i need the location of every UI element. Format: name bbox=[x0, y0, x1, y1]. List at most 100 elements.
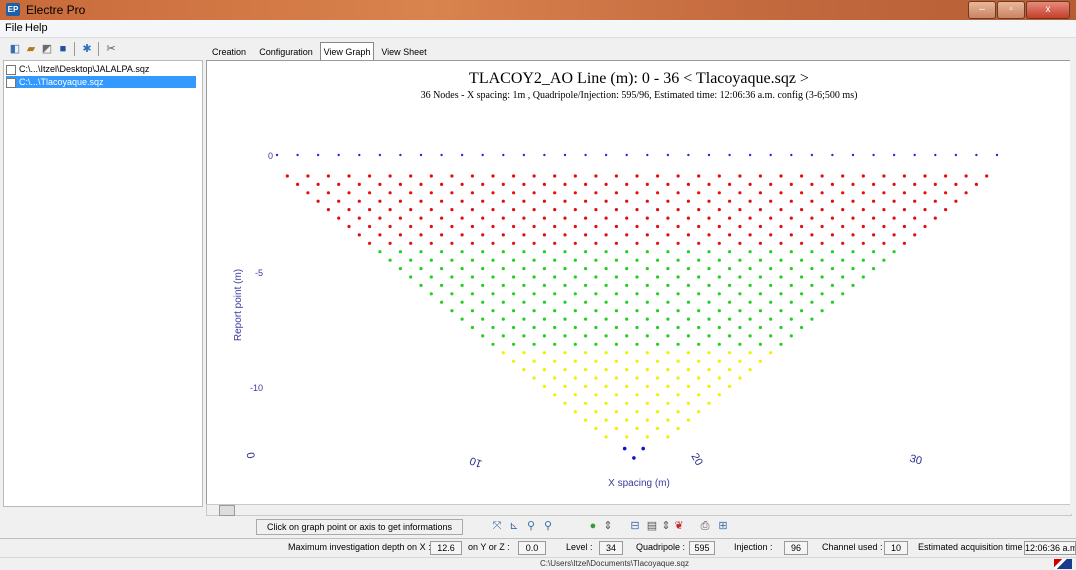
measure-point[interactable] bbox=[481, 300, 485, 304]
measure-point[interactable] bbox=[686, 418, 690, 422]
measure-point[interactable] bbox=[614, 376, 618, 380]
measure-point[interactable] bbox=[460, 317, 464, 321]
measure-point[interactable] bbox=[450, 224, 454, 229]
measure-point[interactable] bbox=[841, 275, 845, 279]
measure-point[interactable] bbox=[419, 199, 423, 203]
measure-point[interactable] bbox=[614, 342, 618, 346]
measure-point[interactable] bbox=[728, 233, 732, 237]
measure-point[interactable] bbox=[820, 191, 824, 195]
measure-point[interactable] bbox=[851, 233, 855, 237]
measure-point[interactable] bbox=[676, 292, 680, 296]
measure-point[interactable] bbox=[841, 241, 845, 245]
measure-point[interactable] bbox=[501, 233, 505, 237]
measure-point[interactable] bbox=[717, 325, 721, 330]
measure-point[interactable] bbox=[769, 283, 773, 287]
measure-point[interactable] bbox=[491, 275, 495, 279]
measure-point[interactable] bbox=[563, 182, 567, 186]
measure-point[interactable] bbox=[398, 233, 402, 237]
measure-point[interactable] bbox=[738, 174, 742, 178]
measure-point[interactable] bbox=[872, 182, 876, 186]
measure-point[interactable] bbox=[872, 199, 876, 203]
electrode-point[interactable] bbox=[790, 153, 793, 157]
measure-point[interactable] bbox=[398, 199, 402, 203]
measure-point[interactable] bbox=[645, 233, 649, 237]
measure-point[interactable] bbox=[717, 174, 721, 178]
electrode-point[interactable] bbox=[728, 153, 731, 157]
measure-point[interactable] bbox=[584, 267, 588, 271]
measure-point[interactable] bbox=[676, 275, 680, 279]
measure-point[interactable] bbox=[635, 325, 639, 330]
measure-point[interactable] bbox=[584, 368, 588, 372]
measure-point[interactable] bbox=[645, 401, 649, 405]
measure-point[interactable] bbox=[604, 300, 608, 304]
measure-point[interactable] bbox=[789, 182, 793, 186]
chart-points[interactable] bbox=[275, 153, 999, 460]
measure-point[interactable] bbox=[738, 208, 742, 212]
measure-point[interactable] bbox=[635, 359, 639, 363]
file-item-selected[interactable]: C:\...\Tlacoyaque.sqz bbox=[6, 76, 196, 88]
measure-point[interactable] bbox=[594, 191, 598, 195]
measure-point[interactable] bbox=[861, 258, 865, 262]
measure-point[interactable] bbox=[748, 300, 752, 304]
measure-point[interactable] bbox=[676, 359, 680, 363]
measure-point[interactable] bbox=[357, 199, 361, 203]
measure-point[interactable] bbox=[522, 334, 526, 338]
measure-point[interactable] bbox=[635, 292, 639, 296]
measure-point[interactable] bbox=[882, 191, 886, 195]
measure-point[interactable] bbox=[656, 309, 660, 313]
measure-point[interactable] bbox=[656, 376, 660, 380]
measure-point[interactable] bbox=[779, 174, 783, 178]
measure-point[interactable] bbox=[337, 182, 341, 186]
measure-point[interactable] bbox=[429, 292, 433, 296]
measure-point[interactable] bbox=[594, 325, 598, 330]
measure-point[interactable] bbox=[830, 182, 835, 186]
measure-point[interactable] bbox=[789, 317, 793, 321]
measure-point[interactable] bbox=[738, 258, 742, 262]
measure-point[interactable] bbox=[378, 216, 382, 220]
measure-point[interactable] bbox=[440, 250, 444, 254]
measure-point[interactable] bbox=[902, 208, 907, 212]
measure-point[interactable] bbox=[532, 241, 536, 245]
measure-point[interactable] bbox=[357, 216, 361, 220]
measure-point[interactable] bbox=[779, 325, 783, 330]
measure-point[interactable] bbox=[789, 233, 793, 237]
pseudosection-chart[interactable]: TLACOY2_AO Line (m): 0 - 36 < Tlacoyaque… bbox=[207, 61, 1071, 505]
measure-point[interactable] bbox=[573, 325, 577, 330]
measure-point[interactable] bbox=[584, 401, 588, 405]
measure-point[interactable] bbox=[450, 275, 454, 279]
measure-point[interactable] bbox=[666, 317, 670, 321]
measure-point[interactable] bbox=[717, 208, 721, 212]
measure-point[interactable] bbox=[748, 250, 752, 254]
measure-point[interactable] bbox=[738, 342, 742, 346]
measure-point[interactable] bbox=[357, 233, 361, 237]
measure-point[interactable] bbox=[686, 368, 690, 372]
measure-point[interactable] bbox=[861, 174, 865, 178]
measure-point[interactable] bbox=[573, 191, 577, 195]
measure-point[interactable] bbox=[635, 224, 639, 229]
measure-point[interactable] bbox=[594, 410, 598, 414]
measure-point[interactable] bbox=[748, 368, 752, 372]
measure-point[interactable] bbox=[830, 300, 835, 304]
measure-point[interactable] bbox=[645, 435, 649, 439]
measure-point[interactable] bbox=[810, 216, 814, 220]
measure-point[interactable] bbox=[841, 174, 845, 178]
measure-point[interactable] bbox=[697, 208, 701, 212]
measure-point[interactable] bbox=[460, 267, 464, 271]
measure-point[interactable] bbox=[429, 275, 433, 279]
measure-point[interactable] bbox=[481, 233, 485, 237]
measure-point[interactable] bbox=[913, 182, 917, 186]
measure-point[interactable] bbox=[553, 376, 557, 380]
measure-point[interactable] bbox=[800, 191, 804, 195]
measure-point[interactable] bbox=[573, 224, 577, 229]
measure-point[interactable] bbox=[707, 182, 711, 186]
measure-point[interactable] bbox=[666, 233, 670, 237]
measure-point[interactable] bbox=[697, 191, 701, 195]
measure-point[interactable] bbox=[635, 191, 639, 195]
measure-point[interactable] bbox=[820, 224, 824, 229]
measure-point[interactable] bbox=[614, 191, 618, 195]
measure-point[interactable] bbox=[491, 325, 495, 330]
measure-point[interactable] bbox=[800, 309, 804, 313]
zoom-in-icon[interactable]: ⚲ bbox=[526, 520, 536, 532]
horizontal-scrollbar[interactable] bbox=[206, 504, 1072, 516]
measure-point[interactable] bbox=[553, 342, 557, 346]
